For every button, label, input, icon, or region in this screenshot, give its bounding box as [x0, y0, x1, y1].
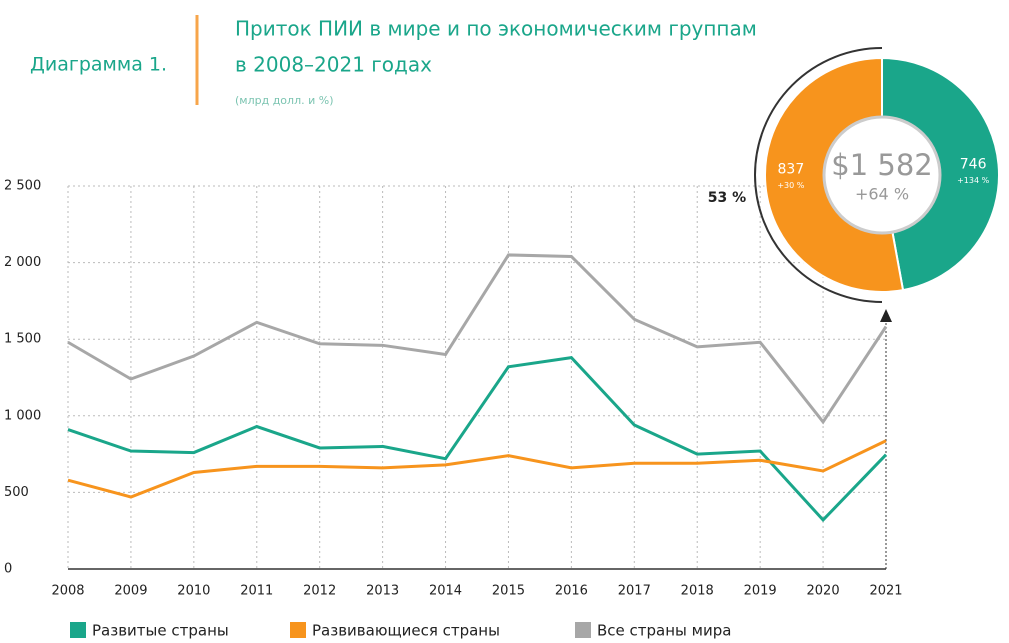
x-tick-label: 2008: [51, 584, 84, 599]
chart-subtitle: (млрд долл. и %): [235, 94, 333, 107]
x-tick-label: 2011: [240, 584, 273, 599]
y-tick-label: 500: [4, 485, 29, 500]
legend-swatch: [70, 622, 86, 638]
x-tick-label: 2021: [869, 584, 902, 599]
legend-swatch: [290, 622, 306, 638]
pointer-arrow: [880, 309, 892, 322]
donut-total-change: +64 %: [855, 185, 909, 204]
x-tick-label: 2019: [744, 584, 777, 599]
x-tick-label: 2014: [429, 584, 462, 599]
slice-value-label: 746: [960, 157, 987, 173]
chart-label: Диаграмма 1.: [30, 54, 167, 76]
series-line: [67, 439, 887, 499]
x-tick-label: 2010: [177, 584, 210, 599]
legend-label: Развивающиеся страны: [312, 622, 500, 640]
share-label: 53 %: [708, 190, 746, 206]
x-tick-label: 2020: [807, 584, 840, 599]
y-tick-label: 1 500: [4, 332, 41, 347]
legend-swatch: [575, 622, 591, 638]
slice-change-label: +134 %: [957, 176, 990, 185]
legend-label: Развитые страны: [92, 622, 229, 640]
slice-value-label: 837: [778, 161, 805, 177]
slice-change-label: +30 %: [777, 181, 804, 190]
x-tick-label: 2015: [492, 584, 525, 599]
series-line: [67, 355, 888, 523]
y-tick-label: 2 000: [4, 255, 41, 270]
donut-total: $1 582: [831, 148, 932, 182]
x-tick-label: 2009: [114, 584, 147, 599]
x-tick-label: 2018: [681, 584, 714, 599]
chart-title: в 2008–2021 годах: [235, 53, 432, 77]
y-tick-label: 2 500: [4, 179, 41, 194]
series-line: [67, 253, 888, 425]
x-tick-label: 2013: [366, 584, 399, 599]
legend-label: Все страны мира: [597, 622, 731, 640]
x-tick-label: 2012: [303, 584, 336, 599]
y-tick-label: 1 000: [4, 408, 41, 423]
share-arc: [754, 47, 883, 303]
x-tick-label: 2017: [618, 584, 651, 599]
x-tick-label: 2016: [555, 584, 588, 599]
donut-center: [822, 115, 942, 235]
chart-title: Приток ПИИ в мире и по экономическим гру…: [235, 17, 757, 41]
y-tick-label: 0: [4, 562, 12, 577]
